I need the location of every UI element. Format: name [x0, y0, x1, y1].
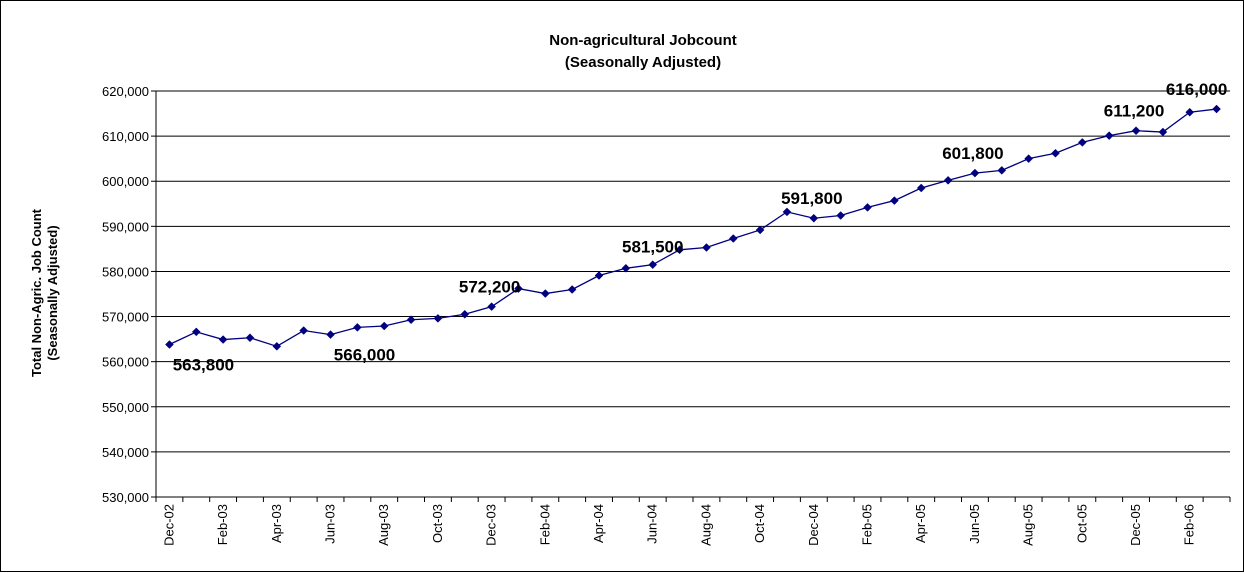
data-point: [863, 203, 872, 212]
x-tick-label: Aug-05: [1021, 504, 1036, 546]
data-point: [191, 327, 201, 337]
y-tick-label: 610,000: [102, 129, 149, 144]
data-point: [326, 330, 335, 339]
x-tick-label: Oct-03: [430, 504, 445, 543]
data-point: [997, 166, 1007, 175]
x-tick-label: Apr-05: [913, 504, 928, 543]
y-tick-label: 540,000: [102, 445, 149, 460]
x-tick-label: Feb-05: [860, 504, 875, 545]
data-label: 616,000: [1166, 80, 1227, 99]
data-point: [782, 207, 792, 217]
data-label: 572,200: [459, 278, 520, 297]
data-point: [218, 335, 228, 344]
x-tick-label: Feb-06: [1182, 504, 1197, 545]
data-point: [809, 213, 819, 223]
data-label: 601,800: [942, 144, 1003, 163]
x-tick-label: Jun-03: [323, 504, 338, 544]
data-point: [836, 211, 846, 220]
x-tick-label: Dec-04: [806, 504, 821, 546]
y-axis-title: Total Non-Agric. Job Count (Seasonally A…: [29, 208, 60, 377]
data-point: [460, 309, 470, 319]
y-tick-label: 600,000: [102, 174, 149, 189]
x-tick-label: Feb-03: [215, 504, 230, 545]
data-point: [1212, 104, 1221, 114]
data-label: 581,500: [622, 238, 683, 257]
data-point: [755, 225, 765, 235]
series-line-group: [165, 104, 1221, 351]
data-point: [299, 326, 309, 335]
x-tick-label: Dec-03: [484, 504, 499, 546]
x-tick-label: Aug-04: [698, 504, 713, 546]
data-point: [594, 271, 604, 280]
y-tick-label: 550,000: [102, 400, 149, 415]
y-tick-label: 560,000: [102, 355, 149, 370]
x-tick-label: Dec-02: [161, 504, 176, 546]
y-axis-label-sub: (Seasonally Adjusted): [45, 225, 60, 360]
data-point: [1024, 154, 1033, 164]
data-point: [1077, 138, 1087, 147]
chart-title: Non-agricultural Jobcount: [549, 32, 737, 49]
data-point: [1104, 131, 1114, 141]
data-point: [728, 234, 738, 243]
data-label: 563,800: [173, 356, 234, 375]
data-point: [433, 314, 443, 323]
x-axis: Dec-02 Feb-03 Apr-03 Jun-03 Aug-03 Oct-03 Dec-…: [155, 496, 1231, 546]
data-point: [353, 323, 362, 332]
x-tick-label: Oct-04: [752, 504, 767, 543]
x-tick-label: Jun-04: [645, 504, 660, 544]
data-point: [540, 289, 550, 298]
data-point: [379, 321, 389, 331]
data-point: [1158, 127, 1168, 137]
data-point: [245, 333, 255, 343]
data-label: 611,200: [1104, 102, 1165, 121]
y-tick-label: 570,000: [102, 310, 149, 325]
x-tick-label: Apr-03: [269, 504, 284, 543]
y-axis: 530,000 540,000 550,000 560,000 570,000 580,0…: [102, 84, 157, 505]
data-point: [970, 168, 980, 178]
y-tick-label: 580,000: [102, 264, 149, 279]
data-point: [702, 243, 711, 252]
data-label: 566,000: [334, 346, 395, 365]
data-point: [675, 245, 684, 255]
data-point: [1185, 107, 1195, 117]
y-tick-label: 530,000: [102, 490, 149, 505]
data-point: [514, 284, 523, 293]
x-tick-label: Jun-05: [967, 504, 982, 544]
data-point: [406, 315, 416, 325]
y-tick-label: 620,000: [102, 84, 149, 99]
data-labels: 563,800 566,000 572,200 581,500 591,800 601,8…: [173, 80, 1228, 374]
data-point: [1051, 148, 1060, 158]
data-point: [648, 260, 658, 270]
x-tick-label: Apr-04: [591, 504, 606, 543]
y-tick-label: 590,000: [102, 219, 149, 234]
data-point: [165, 340, 174, 349]
data-point: [943, 175, 953, 185]
chart-subtitle: (Seasonally Adjusted): [565, 54, 721, 71]
x-tick-label: Oct-05: [1074, 504, 1089, 543]
data-point: [567, 285, 577, 294]
data-point: [916, 183, 926, 193]
y-axis-label: Total Non-Agric. Job Count: [29, 208, 44, 377]
data-point: [487, 302, 496, 311]
x-tick-label: Dec-05: [1128, 504, 1143, 546]
data-point: [621, 263, 631, 273]
data-label: 591,800: [781, 189, 842, 208]
data-point: [1131, 126, 1141, 136]
data-point: [272, 341, 282, 351]
series-line: [169, 108, 1217, 348]
gridlines: [156, 90, 1230, 498]
x-tick-label: Aug-03: [376, 504, 391, 546]
x-tick-label: Feb-04: [537, 504, 552, 545]
data-point: [890, 196, 899, 205]
